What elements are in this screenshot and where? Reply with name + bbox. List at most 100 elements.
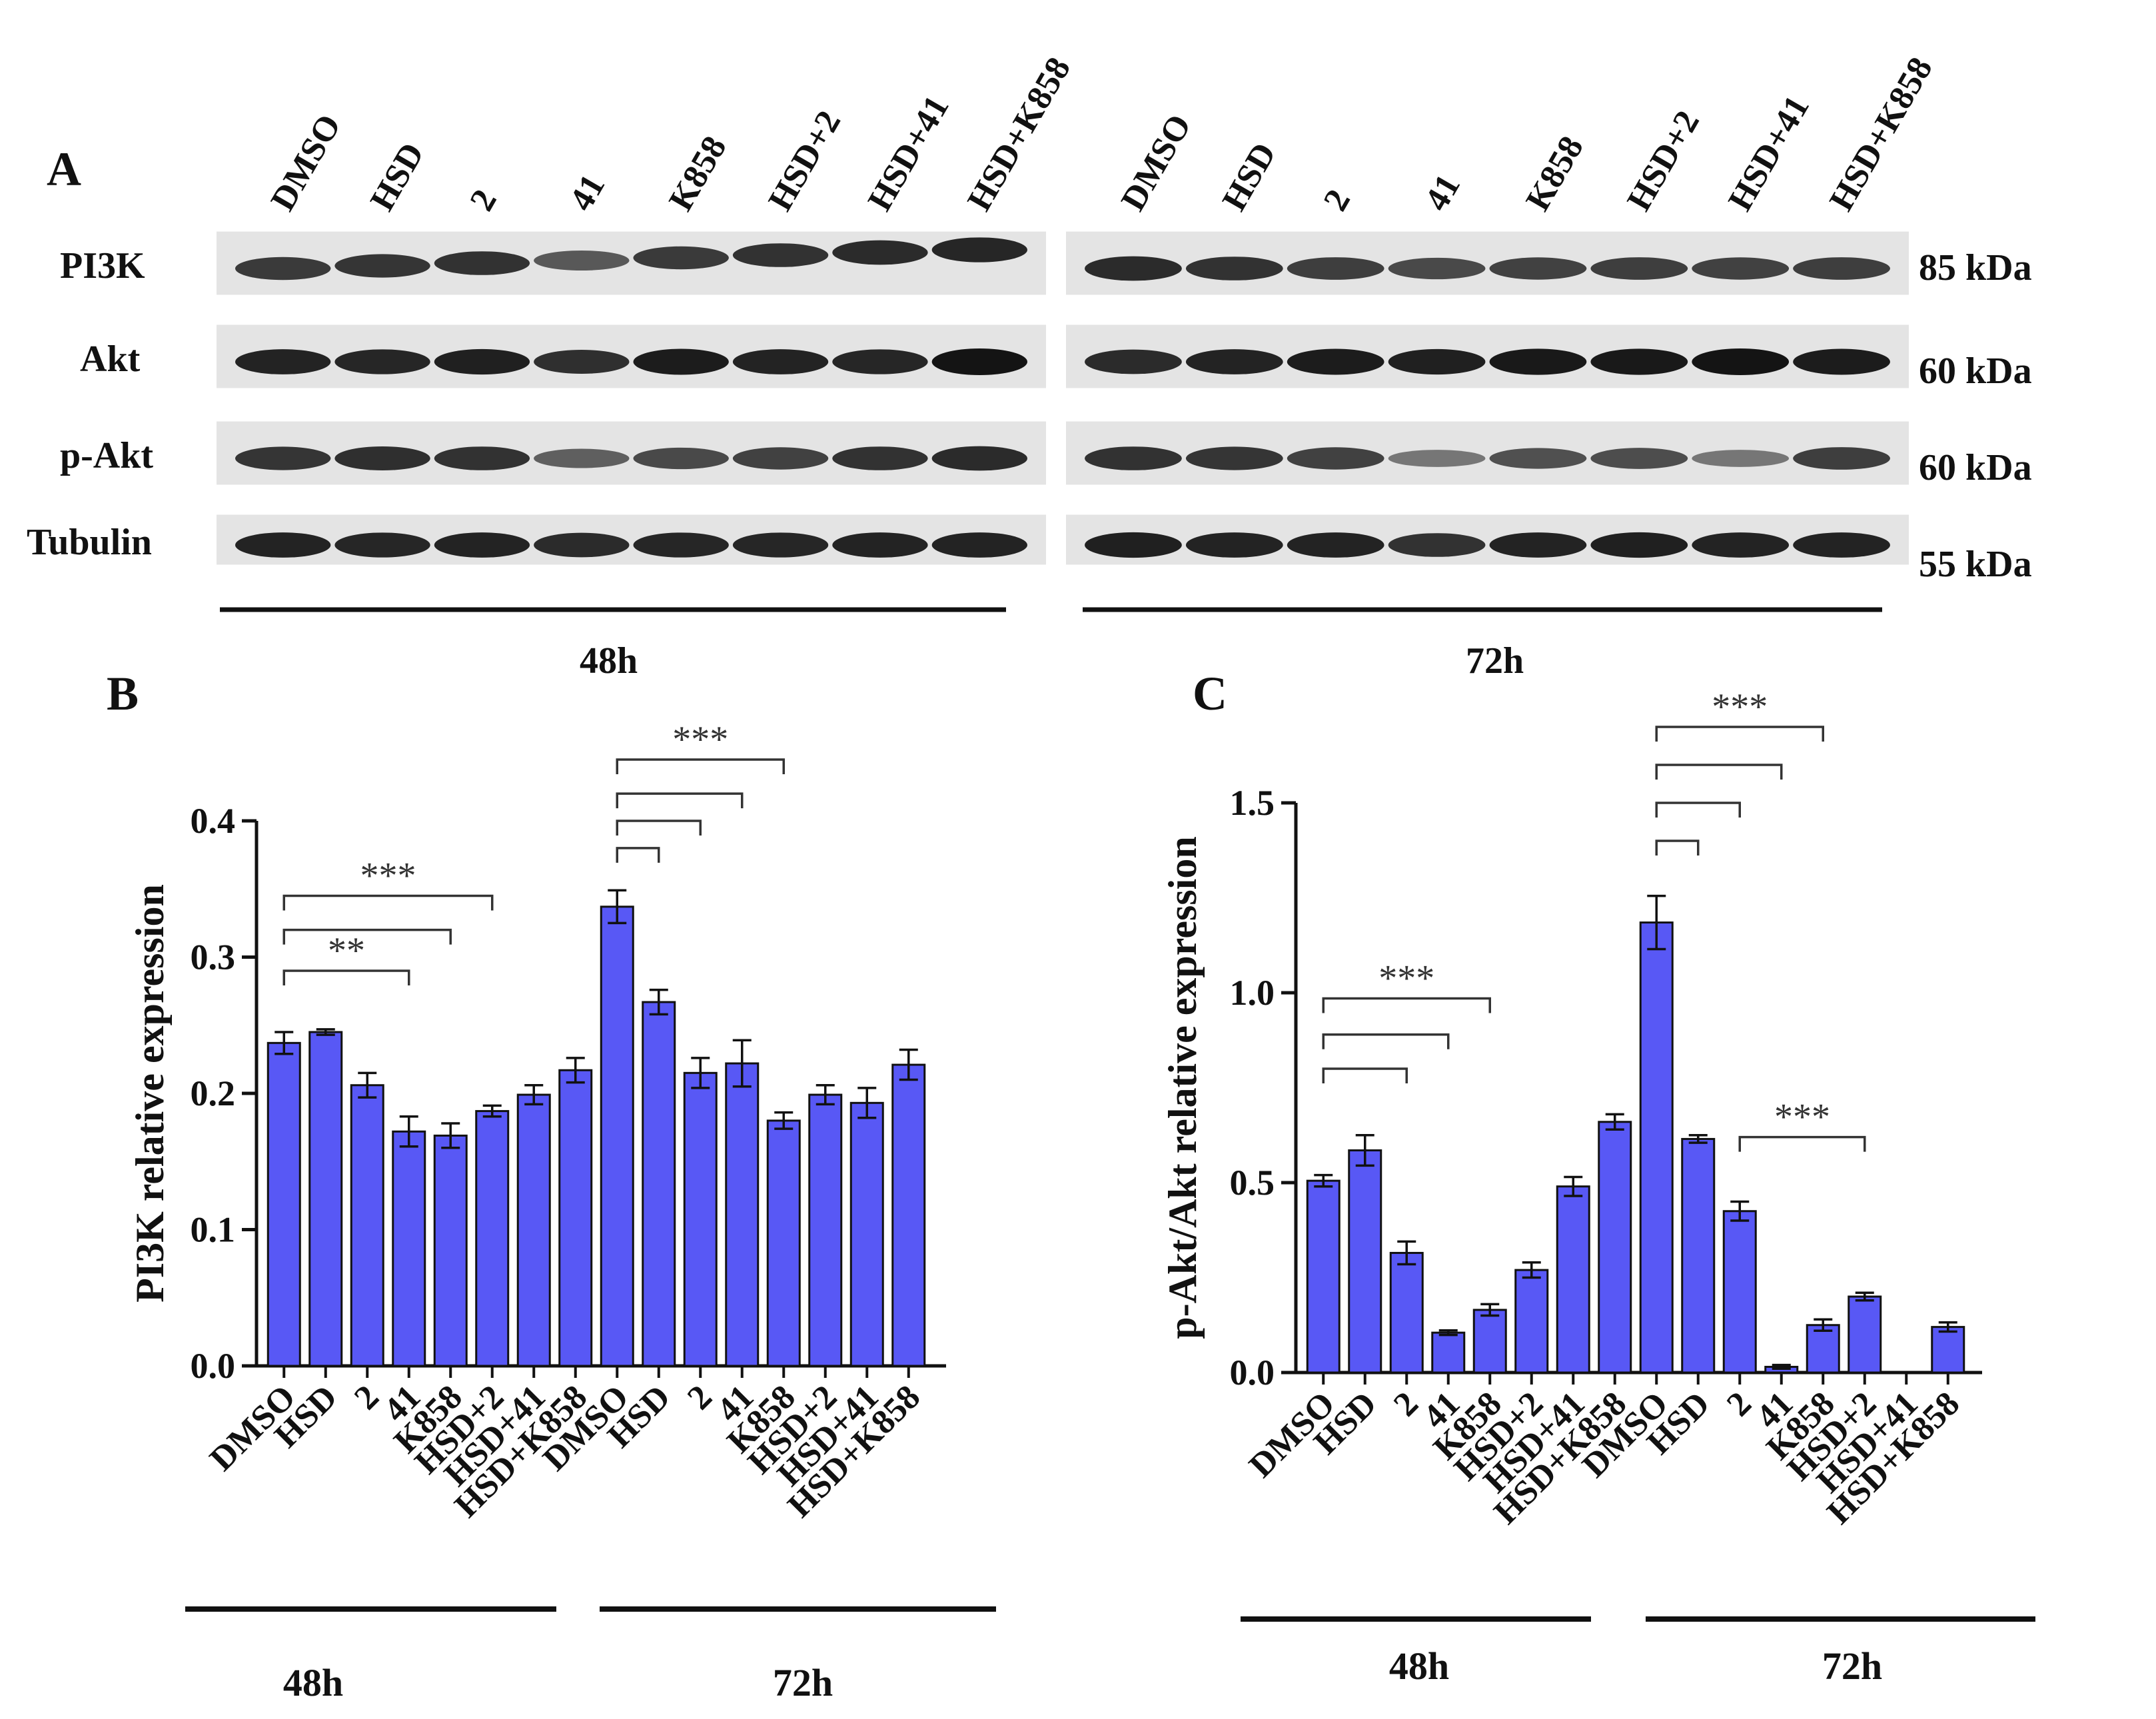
blot-band (732, 243, 829, 267)
blot-band (931, 237, 1028, 263)
lane-label: HSD+K858 (1822, 51, 1940, 217)
blot-band (1287, 257, 1384, 280)
lane-label: 2 (462, 183, 504, 217)
bar (642, 1001, 676, 1367)
blot-band (1287, 532, 1384, 558)
lane-label: K858 (1518, 130, 1591, 217)
time-label: 72h (1466, 640, 1524, 682)
blot-band (434, 532, 530, 558)
bar (1598, 1121, 1632, 1374)
significance-bracket (616, 820, 702, 836)
blot-band (1692, 532, 1790, 558)
blot-band (235, 257, 331, 281)
y-axis-label: p-Akt/Akt relative expression (1161, 836, 1205, 1339)
blot-band (633, 447, 729, 470)
blot-band (633, 246, 729, 270)
significance-label: *** (672, 719, 728, 760)
blot-band (1185, 532, 1283, 558)
protein-labels: PI3K Akt p-Akt Tubulin (27, 245, 153, 563)
bar (808, 1093, 843, 1367)
group-label: 72h (773, 1661, 833, 1704)
lane-label: HSD+41 (861, 89, 957, 217)
protein-label: Tubulin (27, 522, 152, 563)
y-tick-label: 1.5 (1230, 783, 1275, 823)
y-tick-label: 1.0 (1230, 973, 1275, 1013)
blot-band (1388, 257, 1486, 280)
blot-band (1590, 532, 1688, 558)
x-tick-label: 2 (1386, 1385, 1426, 1424)
significance-bracket (1738, 1135, 1866, 1152)
significance-bracket (1655, 840, 1700, 856)
kda-label: 85 kDa (1919, 247, 2032, 288)
significance-bracket (1322, 1033, 1450, 1049)
significance-label: *** (1774, 1097, 1830, 1138)
blot-band (732, 447, 829, 470)
blot-band (1085, 256, 1182, 281)
lane-label: 2 (1317, 183, 1358, 217)
bar (558, 1069, 593, 1367)
bar (267, 1041, 301, 1367)
panel-b-label: B (107, 667, 139, 720)
group-label: 72h (1822, 1644, 1882, 1688)
significance-label: *** (360, 855, 416, 896)
significance-bracket (1655, 802, 1741, 818)
bar (683, 1071, 718, 1367)
x-tick-label: 2 (347, 1378, 386, 1417)
blot-band (1388, 348, 1486, 375)
significance-label: ** (328, 930, 365, 971)
blot-band (434, 348, 530, 375)
bar (392, 1130, 426, 1367)
significance-label: *** (1712, 686, 1768, 728)
pakt-akt-bar-chart: C 0.0 0.5 1.0 1.5 p-Akt/Akt relative express… (1161, 667, 2035, 1688)
western-blot-panel: A PI3K Akt p-Akt Tubulin 85 kDa 60 kDa 60 kDa… (27, 51, 2032, 682)
blot-band (1489, 532, 1587, 558)
blot-band (633, 532, 729, 558)
blot-48h: DMSO HSD 2 41 K858 HSD+2 HSD+41 HSD+K858 48h (217, 51, 1078, 682)
bar (1556, 1185, 1590, 1374)
y-tick-label: 0.2 (191, 1073, 236, 1113)
blot-band (633, 348, 729, 375)
blot-band (1085, 349, 1182, 374)
lane-label: DMSO (1114, 108, 1199, 217)
significance-bracket (1322, 997, 1491, 1013)
protein-label: PI3K (60, 245, 145, 286)
blot-band (235, 349, 331, 374)
blot-band (1287, 447, 1384, 470)
blot-band (235, 532, 331, 558)
lane-label: 41 (562, 168, 612, 217)
blot-band (1590, 348, 1688, 375)
bar (1389, 1251, 1424, 1374)
bar (475, 1110, 510, 1367)
bar (1722, 1210, 1757, 1374)
pi3k-bar-chart: B 0.0 0.1 0.2 0.3 0.4 PI3K relative expressio… (107, 667, 996, 1704)
molecular-weight-labels: 85 kDa 60 kDa 60 kDa 55 kDa (1919, 247, 2032, 585)
blot-band (832, 532, 928, 558)
lane-label: K858 (662, 130, 734, 217)
blot-band (334, 532, 430, 558)
blot-band (1489, 348, 1587, 375)
blot-band (434, 446, 530, 470)
blot-band (1692, 450, 1790, 467)
y-tick-label: 0.4 (191, 801, 236, 841)
bar (849, 1101, 884, 1367)
y-tick-label: 0.1 (191, 1210, 236, 1250)
protein-label: p-Akt (60, 435, 153, 476)
blot-band (832, 349, 928, 374)
blot-band (334, 254, 430, 278)
blot-band (534, 250, 630, 271)
significance-bracket (616, 792, 744, 809)
blot-band (1692, 257, 1790, 280)
bar (1931, 1326, 1965, 1374)
blot-band (1590, 257, 1688, 280)
bar (1639, 921, 1674, 1374)
blot-band (434, 251, 530, 275)
significance-bracket (1655, 726, 1824, 742)
blot-band (534, 532, 630, 558)
blot-band (1085, 532, 1182, 558)
blot-band (1287, 348, 1384, 375)
lane-label: 41 (1418, 168, 1468, 217)
bar (766, 1119, 801, 1367)
x-tick-label: 2 (1720, 1385, 1759, 1424)
blot-band (1793, 532, 1890, 558)
